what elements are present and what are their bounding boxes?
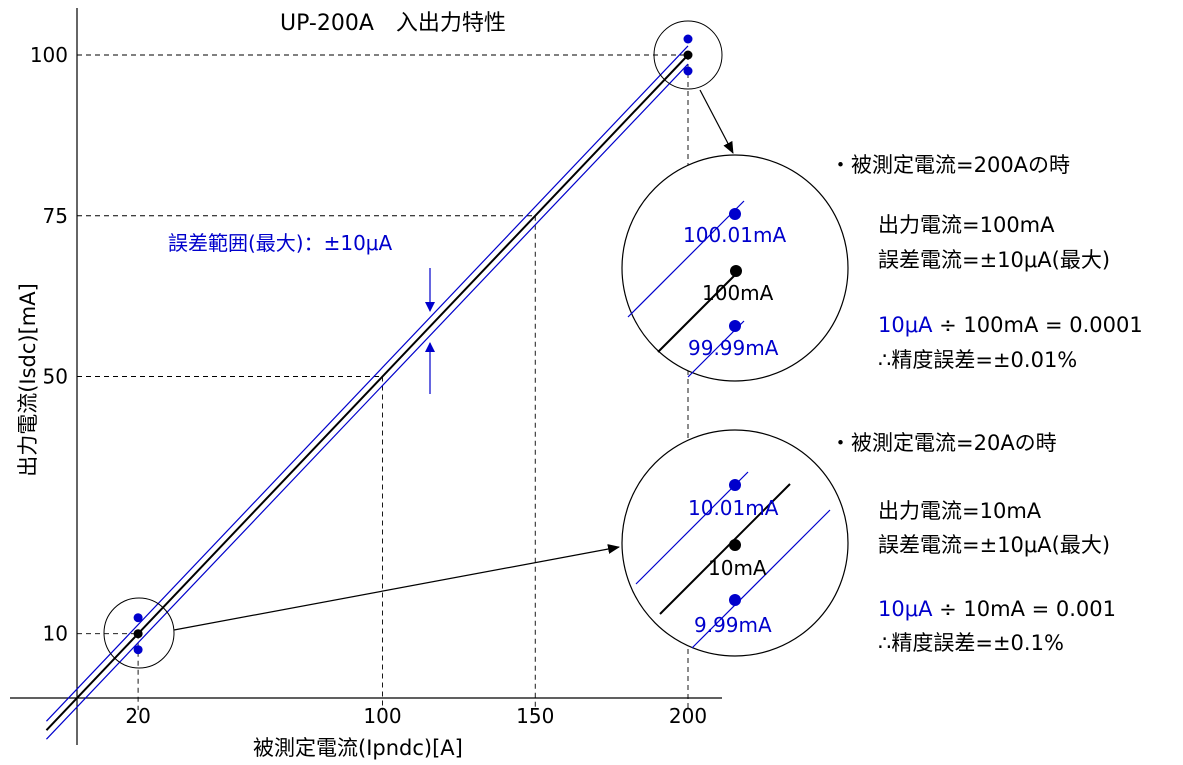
note-200-output: 出力電流=100mA: [878, 213, 1055, 237]
zoom-200-upper-line: [627, 200, 745, 318]
x-tick-200: 200: [669, 704, 707, 728]
y-tick-100: 100: [30, 43, 68, 67]
note-200-accuracy: ∴精度誤差=±0.01%: [878, 348, 1077, 372]
highlight-circle-200: [653, 20, 723, 90]
note-200-calc-rest: ÷ 100mA = 0.0001: [932, 313, 1142, 337]
note-20-output: 出力電流=10mA: [878, 499, 1042, 523]
zoom-20-center-point: [729, 539, 741, 551]
zoom-200-center-label: 100mA: [702, 281, 774, 305]
series-lower-error-line: [46, 63, 689, 740]
zoom-20-upper-line: [635, 471, 749, 585]
zoom-circle-20: 10.01mA 10mA 9.99mA: [621, 429, 849, 657]
zoom-arrow-20: [173, 544, 620, 631]
guide-lines: [77, 54, 689, 710]
zoom-200-upper-label: 100.01mA: [683, 223, 786, 247]
note-20-calc-numerator: 10μA: [878, 597, 933, 621]
note-20-accuracy: ∴精度誤差=±0.1%: [878, 631, 1064, 655]
zoom-20-lower-point: [729, 594, 741, 606]
zoom-200-center-line: [657, 271, 739, 353]
zoom-200-lower-point: [729, 320, 741, 332]
note-200-heading: ・被測定電流=200Aの時: [830, 153, 1070, 177]
tick-labels: 20 100 150 200 10 50 75 100: [30, 43, 707, 728]
point-20-lower: [133, 645, 143, 655]
zoom-20-lower-label: 9.99mA: [694, 613, 772, 637]
series-upper-error-line: [46, 45, 689, 722]
note-200-calc: 10μA ÷ 100mA = 0.0001: [878, 313, 1143, 337]
point-20: [133, 629, 143, 639]
note-20-heading: ・被測定電流=20Aの時: [830, 431, 1057, 455]
note-20-error: 誤差電流=±10μA(最大): [878, 533, 1110, 557]
x-tick-20: 20: [125, 704, 150, 728]
note-200: ・被測定電流=200Aの時 出力電流=100mA 誤差電流=±10μA(最大) …: [830, 153, 1143, 372]
note-20-calc-rest: ÷ 10mA = 0.001: [932, 597, 1116, 621]
zoom-20-center-label: 10mA: [708, 556, 767, 580]
point-200: [683, 50, 693, 60]
zoom-20-center-line: [659, 483, 791, 615]
y-axis-label: 出力電流(Isdc)[mA]: [16, 283, 40, 477]
x-tick-100: 100: [363, 704, 401, 728]
point-200-lower: [683, 66, 693, 76]
chart-title: UP-200A 入出力特性: [280, 11, 506, 36]
y-tick-50: 50: [43, 365, 68, 389]
y-tick-10: 10: [43, 622, 68, 646]
point-200-upper: [683, 34, 693, 44]
series-output-line: [45, 54, 689, 731]
zoom-20-upper-label: 10.01mA: [688, 496, 779, 520]
highlight-circle-20: [103, 597, 175, 669]
zoom-20-lower-line: [691, 509, 831, 649]
note-200-calc-numerator: 10μA: [878, 313, 933, 337]
point-20-upper: [133, 613, 143, 623]
zoom-200-upper-point: [729, 208, 741, 220]
zoom-200-center-point: [730, 265, 742, 277]
zoom-circle-200: 100.01mA 100mA 99.99mA: [621, 154, 849, 382]
note-200-error: 誤差電流=±10μA(最大): [878, 248, 1110, 272]
zoom-arrow-200: [699, 89, 734, 154]
series-group: [45, 34, 693, 740]
error-range-label: 誤差範囲(最大)：±10μA: [168, 231, 393, 255]
zoom-200-lower-label: 99.99mA: [688, 336, 779, 360]
zoom-20-upper-point: [729, 479, 741, 491]
note-20: ・被測定電流=20Aの時 出力電流=10mA 誤差電流=±10μA(最大) 10…: [830, 431, 1116, 655]
x-axis-label: 被測定電流(Ipndc)[A]: [253, 736, 463, 760]
x-tick-150: 150: [516, 704, 554, 728]
note-20-calc: 10μA ÷ 10mA = 0.001: [878, 597, 1116, 621]
y-tick-75: 75: [43, 204, 68, 228]
